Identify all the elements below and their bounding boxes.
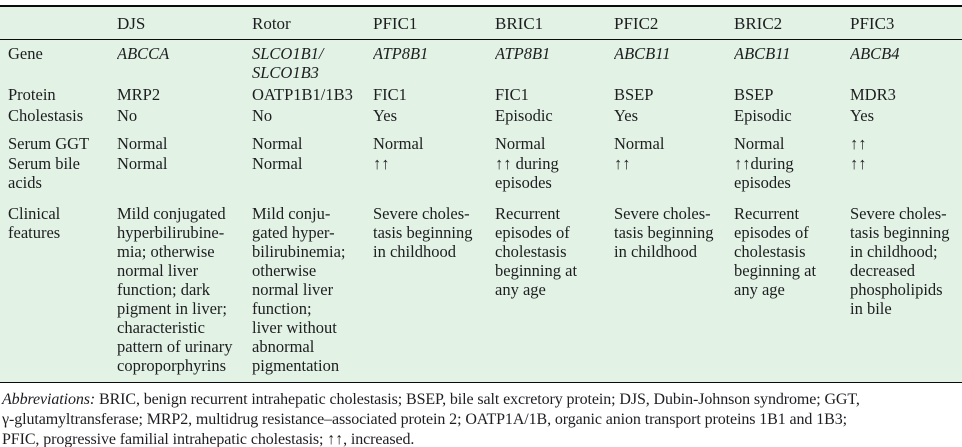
footnote-line: Abbreviations: BRIC, benign recurrent in…: [2, 390, 962, 410]
cell-bile-djs: Normal: [117, 154, 168, 173]
row-label-cholestasis: Cholestasis: [8, 106, 84, 125]
table-row-gene: Gene ABCCA SLCO1B1/ SLCO1B3 ATP8B1 ATP8B…: [0, 40, 962, 85]
cell-cholestasis-bric1: Episodic: [495, 106, 553, 125]
cell-clinical-pfic2: Severe choles- tasis beginning in childh…: [614, 204, 714, 261]
cell-cholestasis-bric2: Episodic: [734, 106, 792, 125]
cell-gene-pfic2: ABCB11: [614, 44, 671, 63]
cell-cholestasis-pfic1: Yes: [373, 106, 398, 125]
cell-ggt-djs: Normal: [117, 134, 168, 153]
cell-cholestasis-pfic3: Yes: [850, 106, 875, 125]
cell-protein-bric1: FIC1: [495, 85, 529, 104]
table-row-serum-ggt: Serum GGT Normal Normal Normal Normal No…: [0, 126, 962, 153]
row-label-clinical-features: Clinical features: [8, 204, 61, 242]
cell-gene-bric1: ATP8B1: [495, 44, 551, 63]
table-row-clinical-features: Clinical features Mild conjugated hyperb…: [0, 195, 962, 383]
column-header-pfic1: PFIC1: [373, 6, 495, 40]
cell-bile-bric2: ↑↑during episodes: [734, 154, 794, 192]
cell-cholestasis-djs: No: [117, 106, 138, 125]
cell-bile-pfic3: ↑↑: [850, 154, 867, 173]
cell-clinical-pfic3: Severe choles- tasis beginning in childh…: [850, 204, 950, 318]
cell-protein-djs: MRP2: [117, 85, 161, 104]
table-row-cholestasis: Cholestasis No No Yes Episodic Yes Episo…: [0, 104, 962, 126]
column-header-djs: DJS: [117, 6, 252, 40]
column-header-bric1: BRIC1: [495, 6, 614, 40]
cell-clinical-bric1: Recurrent episodes of cholestasis beginn…: [495, 204, 578, 299]
cell-gene-pfic3: ABCB4: [850, 44, 900, 63]
footnote-text: BRIC, benign recurrent intrahepatic chol…: [95, 391, 860, 408]
cell-protein-bric2: BSEP: [734, 85, 774, 104]
column-header-blank: [0, 6, 117, 40]
table-row-protein: Protein MRP2 OATP1B1/1B3 FIC1 FIC1 BSEP …: [0, 84, 962, 104]
header-row: DJS Rotor PFIC1 BRIC1 PFIC2 BRIC2 PFIC3: [0, 6, 962, 40]
footnote-lead: Abbreviations:: [2, 391, 96, 408]
cell-bile-bric1: ↑↑ during episodes: [495, 154, 559, 192]
column-header-rotor: Rotor: [252, 6, 373, 40]
footnote-line: γ-glutamyltransferase; MRP2, multidrug r…: [2, 411, 847, 428]
cell-ggt-bric1: Normal: [495, 134, 546, 153]
cell-clinical-djs: Mild conjugated hyperbilirubine- mia; ot…: [117, 204, 233, 375]
column-header-pfic2: PFIC2: [614, 6, 734, 40]
cell-ggt-bric2: Normal: [734, 134, 785, 153]
cell-gene-djs: ABCCA: [117, 44, 170, 63]
cell-cholestasis-pfic2: Yes: [614, 106, 639, 125]
column-header-pfic3: PFIC3: [850, 6, 962, 40]
row-label-protein: Protein: [8, 85, 56, 104]
row-label-serum-ggt: Serum GGT: [8, 134, 90, 153]
table-row-serum-bile-acids: Serum bile acids Normal Normal ↑↑ ↑↑ dur…: [0, 153, 962, 195]
cell-clinical-bric2: Recurrent episodes of cholestasis beginn…: [734, 204, 817, 299]
cell-ggt-pfic1: Normal: [373, 134, 424, 153]
cell-protein-pfic2: BSEP: [614, 85, 654, 104]
cell-protein-pfic3: MDR3: [850, 85, 896, 104]
abbreviations-footnote: Abbreviations: BRIC, benign recurrent in…: [0, 390, 962, 447]
cell-gene-rotor: SLCO1B1/ SLCO1B3: [252, 44, 324, 82]
cell-clinical-pfic1: Severe choles- tasis beginning in childh…: [373, 204, 473, 261]
footnote-line: PFIC, progressive familial intrahepatic …: [2, 431, 415, 447]
cell-ggt-rotor: Normal: [252, 134, 303, 153]
column-header-bric2: BRIC2: [734, 6, 850, 40]
cell-cholestasis-rotor: No: [252, 106, 273, 125]
cell-protein-rotor: OATP1B1/1B3: [252, 85, 353, 104]
row-label-gene: Gene: [8, 44, 43, 63]
cell-ggt-pfic3: ↑↑: [850, 134, 867, 153]
cell-ggt-pfic2: Normal: [614, 134, 665, 153]
cell-bile-pfic2: ↑↑: [614, 154, 631, 173]
row-label-serum-bile-acids: Serum bile acids: [8, 154, 80, 192]
cell-bile-rotor: Normal: [252, 154, 303, 173]
cell-gene-pfic1: ATP8B1: [373, 44, 429, 63]
syndrome-comparison-table: DJS Rotor PFIC1 BRIC1 PFIC2 BRIC2 PFIC3 …: [0, 5, 962, 383]
cell-protein-pfic1: FIC1: [373, 85, 407, 104]
cell-gene-bric2: ABCB11: [734, 44, 791, 63]
cell-bile-pfic1: ↑↑: [373, 154, 390, 173]
cell-clinical-rotor: Mild conju- gated hyper- bilirubinemia; …: [252, 204, 346, 375]
